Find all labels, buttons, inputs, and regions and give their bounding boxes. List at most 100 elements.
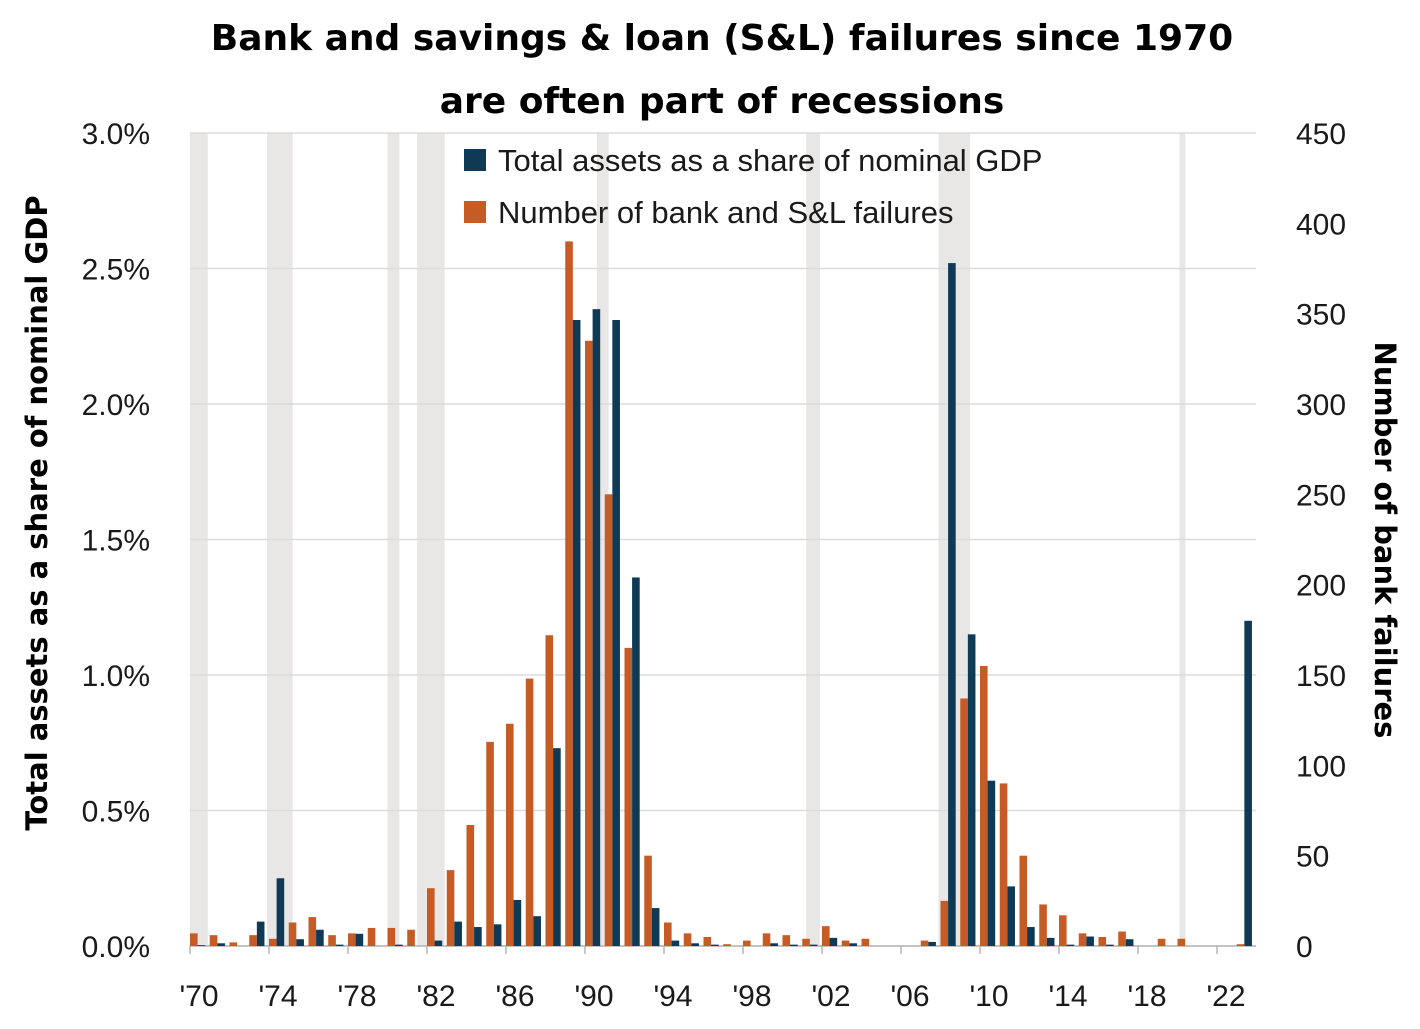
bar-assets (1066, 944, 1075, 946)
bar-assets (355, 933, 364, 946)
chart-title-line-2: are often part of recessions (440, 81, 1005, 122)
x-tick-label: '74 (258, 980, 297, 1013)
bar-assets (592, 309, 601, 946)
right-axis-ticks: 0 50 100 150 200 250 300 350 400 450 (1296, 118, 1346, 964)
bar-failures (703, 936, 712, 946)
bar-assets (572, 319, 581, 946)
right-tick-label: 0 (1296, 931, 1313, 964)
bar-failures (1118, 931, 1126, 946)
right-tick-label: 300 (1296, 389, 1346, 422)
bar-failures (209, 935, 218, 946)
left-tick-label: 2.5% (82, 254, 150, 287)
bar-failures (664, 922, 672, 946)
bar-assets (987, 780, 996, 946)
bar-failures (466, 824, 475, 946)
bar-failures (960, 698, 968, 946)
bar-failures (585, 340, 593, 946)
left-tick-label: 2.0% (82, 389, 150, 422)
bar-failures (841, 940, 850, 946)
bar-assets (928, 941, 936, 946)
bar-failures (506, 723, 514, 946)
bar-failures (920, 940, 929, 946)
x-tick-label: '78 (337, 980, 376, 1013)
right-tick-label: 400 (1296, 208, 1346, 241)
bar-failures (604, 494, 613, 946)
x-tick-label: '14 (1048, 980, 1087, 1013)
bar-failures (624, 647, 633, 946)
x-tick-label: '18 (1127, 980, 1166, 1013)
bar-failures (328, 935, 336, 946)
bar-failures (743, 940, 751, 946)
bar-assets (651, 908, 660, 946)
legend-swatch-assets (464, 149, 486, 171)
bar-assets (197, 945, 206, 946)
bar-failures (407, 929, 415, 946)
bar-assets (948, 263, 956, 947)
bar-assets (454, 921, 462, 946)
bar-assets (296, 939, 304, 946)
bar-failures (1078, 933, 1087, 946)
legend: Total assets as a share of nominal GDP N… (464, 143, 1042, 230)
bar-failures (723, 944, 731, 946)
bar-assets (612, 319, 620, 946)
x-tick-label: '22 (1206, 980, 1245, 1013)
bar-failures (822, 926, 830, 946)
bar-assets (316, 929, 324, 946)
bar-failures (802, 938, 810, 946)
right-tick-label: 350 (1296, 299, 1346, 332)
bar-assets (1007, 886, 1015, 946)
bar-failures (269, 938, 277, 946)
bar-assets (553, 748, 561, 946)
x-tick-label: '10 (969, 980, 1008, 1013)
bar-failures (980, 665, 988, 946)
bar-failures (308, 917, 317, 946)
bar-failures (545, 635, 554, 946)
bar-assets (395, 944, 403, 946)
legend-swatch-failures (464, 201, 486, 223)
bar-failures (348, 933, 356, 946)
left-axis-ticks: 0.0% 0.5% 1.0% 1.5% 2.0% 2.5% 3.0% (82, 118, 150, 964)
bar-assets (849, 943, 857, 946)
bar-assets (691, 943, 699, 946)
right-tick-label: 150 (1296, 660, 1346, 693)
bar-failures (288, 922, 297, 946)
bar-failures (940, 900, 949, 946)
x-tick-label: '06 (890, 980, 929, 1013)
bar-assets (967, 634, 976, 946)
bar-assets (671, 940, 680, 946)
bar-assets (256, 921, 265, 946)
bar-assets (632, 577, 640, 946)
bar-assets (493, 924, 502, 946)
bar-assets (474, 927, 482, 946)
bar-failures (999, 783, 1008, 946)
left-tick-label: 1.0% (82, 660, 150, 693)
bar-failures (387, 927, 396, 946)
bar-assets (711, 944, 719, 946)
bar-failures (446, 870, 455, 946)
x-tick-label: '98 (732, 980, 771, 1013)
bar-failures (1177, 938, 1186, 946)
bar-assets (533, 916, 541, 946)
legend-label-assets: Total assets as a share of nominal GDP (498, 143, 1042, 178)
bar-assets (434, 940, 443, 946)
bar-failures (1059, 915, 1067, 946)
right-tick-label: 450 (1296, 118, 1346, 151)
left-tick-label: 3.0% (82, 118, 150, 151)
bar-failures (525, 678, 534, 946)
bar-failures (427, 888, 435, 946)
bar-failures (367, 927, 376, 946)
bar-assets (770, 943, 778, 946)
bar-assets (513, 899, 522, 946)
x-tick-label: '86 (495, 980, 534, 1013)
bar-assets (335, 944, 344, 946)
right-tick-label: 250 (1296, 479, 1346, 512)
x-tick-label: '82 (416, 980, 455, 1013)
bar-assets (276, 878, 285, 946)
x-tick-label: '90 (574, 980, 613, 1013)
right-tick-label: 200 (1296, 570, 1346, 603)
bar-assets (1086, 936, 1094, 946)
x-tick-label: '94 (653, 980, 692, 1013)
bar-assets (790, 944, 798, 946)
bar-assets (1244, 620, 1252, 946)
